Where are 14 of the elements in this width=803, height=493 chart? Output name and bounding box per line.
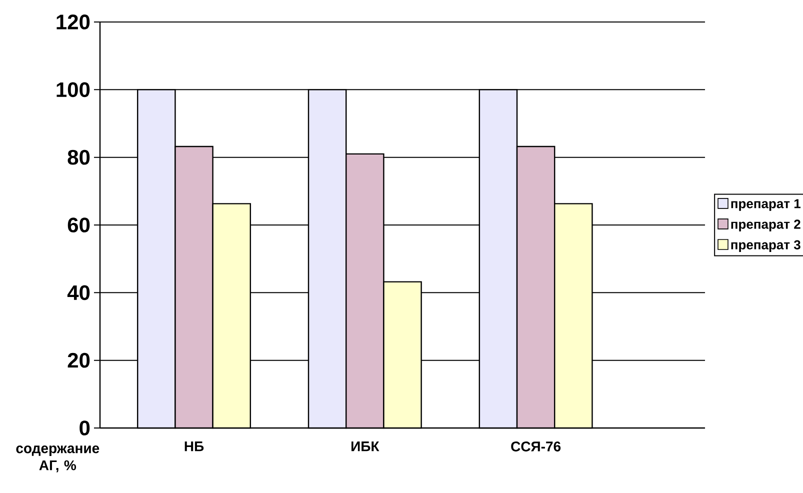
x-tick-label: ИБК xyxy=(351,442,380,452)
y-tick-label: 60 xyxy=(68,218,90,232)
legend-label: препарат 2 xyxy=(731,220,800,232)
y-tick-label: 40 xyxy=(67,285,90,300)
y-tick-label: 80 xyxy=(68,150,90,165)
x-tick-label: НБ xyxy=(184,442,204,452)
y-tick-label: 100 xyxy=(56,82,90,98)
y-tick-label: 0 xyxy=(80,420,90,436)
x-tick-label: ССЯ-76 xyxy=(511,442,561,452)
y-tick-label: 120 xyxy=(56,14,90,30)
legend-label: препарат 3 xyxy=(731,240,800,252)
legend-label: препарат 1 xyxy=(731,199,800,211)
x-axis-title: содержание АГ, % xyxy=(16,446,100,472)
y-tick-label: 20 xyxy=(68,352,90,368)
